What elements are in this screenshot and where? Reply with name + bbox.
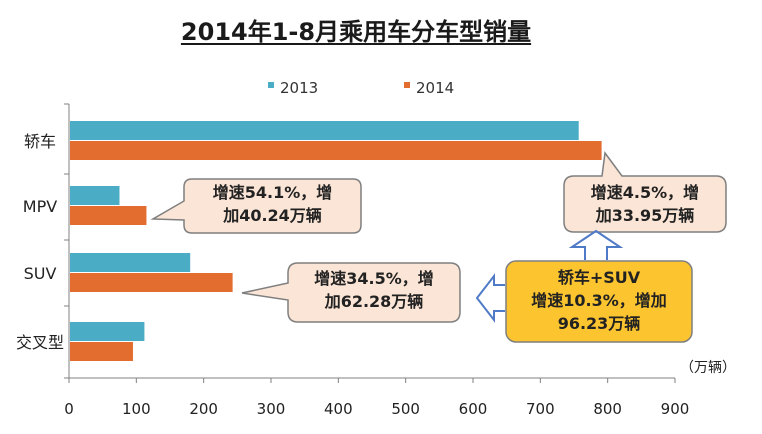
callout-suv-text: 增速34.5%，增 加62.28万辆 [288, 267, 460, 313]
legend-swatch-2013 [268, 82, 274, 88]
bar-2014-2 [70, 206, 147, 225]
callout-sedan-text: 增速4.5%，增 加33.95万辆 [564, 181, 726, 227]
x-tick-label: 100 [122, 400, 151, 418]
legend-swatch-2014 [404, 82, 410, 88]
x-tick-label: 700 [526, 400, 555, 418]
x-tick-label: 400 [324, 400, 353, 418]
category-label: SUV [24, 264, 57, 283]
x-tick-label: 200 [189, 400, 218, 418]
callout-line: 增速4.5%，增 [590, 183, 700, 202]
x-tick-label: 600 [459, 400, 488, 418]
callout-line: 加33.95万辆 [595, 206, 695, 225]
callout-line: 增速34.5%，增 [314, 269, 434, 288]
x-axis-unit-label: （万辆） [680, 360, 736, 376]
arrow-left-icon [475, 273, 505, 323]
x-tick-label: 0 [64, 400, 74, 418]
callout-line: 加62.28万辆 [324, 292, 424, 311]
category-label: 轿车 [24, 132, 56, 151]
callout-line: 96.23万辆 [557, 314, 641, 333]
bar-2013-1 [70, 121, 579, 140]
legend-label-2013: 2013 [280, 79, 318, 97]
bar-2013-2 [70, 186, 120, 205]
bar-2013-4 [70, 322, 145, 341]
callout-line: 轿车+SUV [557, 268, 641, 287]
callout-suv-bubble [241, 262, 461, 323]
bar-2013-3 [70, 253, 191, 272]
callout-line: 增速54.1%，增 [212, 183, 333, 202]
bar-2014-1 [70, 141, 602, 160]
x-tick-label: 900 [661, 400, 690, 418]
legend-label-2014: 2014 [416, 79, 454, 97]
callout-line: 加40.24万辆 [223, 206, 322, 225]
category-label: 交叉型 [16, 333, 64, 352]
callout-mpv-bubble [150, 178, 362, 234]
callout-sedan-suv-box [505, 260, 693, 343]
x-tick-label: 300 [257, 400, 286, 418]
x-tick-label: 800 [593, 400, 622, 418]
callout-sedan-suv-text: 轿车+SUV 增速10.3%，增加 96.23万辆 [506, 266, 692, 335]
category-label: MPV [23, 197, 57, 216]
callout-sedan-bubble [563, 151, 727, 233]
callout-line: 增速10.3%，增加 [531, 291, 667, 310]
bar-2014-3 [70, 273, 233, 292]
bar-2014-4 [70, 342, 133, 361]
arrow-up-icon [568, 229, 624, 260]
callout-mpv-text: 增速54.1%，增 加40.24万辆 [184, 181, 361, 227]
x-tick-label: 500 [391, 400, 420, 418]
chart-title: 2014年1-8月乘用车分车型销量 [180, 18, 532, 46]
